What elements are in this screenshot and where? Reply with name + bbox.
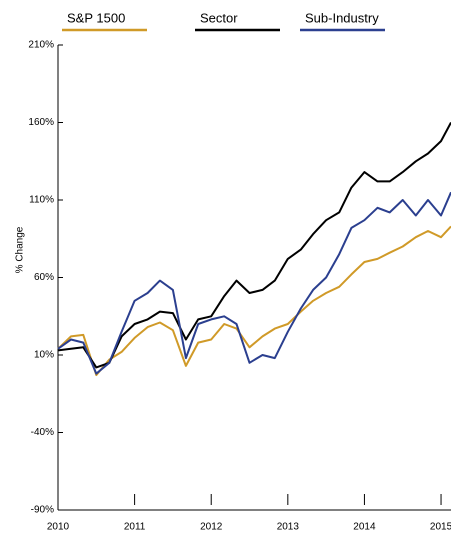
legend-label: Sector xyxy=(200,10,238,25)
y-tick-label: 210% xyxy=(28,40,54,51)
series-line xyxy=(57,122,451,369)
legend-label: S&P 1500 xyxy=(67,10,125,25)
x-tick-label: 2011 xyxy=(124,522,146,533)
y-tick-label: -40% xyxy=(31,427,54,438)
y-tick-label: 60% xyxy=(34,272,54,283)
y-axis-label: % Change xyxy=(15,226,26,273)
x-tick-label: 2015 xyxy=(430,522,451,533)
x-tick-label: 2013 xyxy=(277,522,300,533)
x-tick-label: 2014 xyxy=(353,522,376,533)
y-tick-label: 110% xyxy=(29,195,54,206)
series-line xyxy=(57,225,451,377)
series-line xyxy=(57,191,451,375)
y-tick-label: 160% xyxy=(28,117,54,128)
x-tick-label: 2012 xyxy=(200,522,223,533)
y-tick-label: 10% xyxy=(34,350,54,361)
x-tick-label: 2010 xyxy=(47,522,70,533)
y-tick-label: -90% xyxy=(31,505,54,516)
legend-label: Sub-Industry xyxy=(305,10,379,25)
